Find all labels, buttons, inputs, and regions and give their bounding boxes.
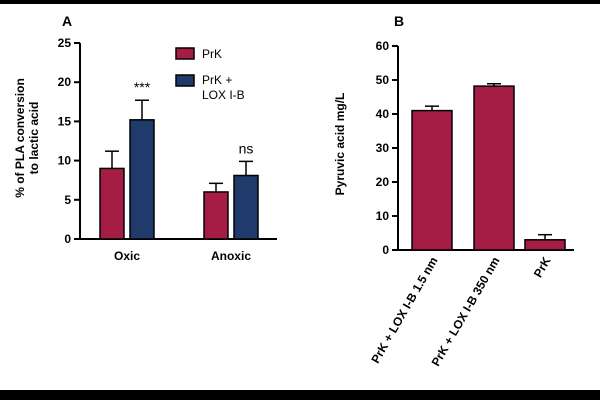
figure-canvas: A % of PLA conversion to lactic acid 0 5 1… — [0, 4, 600, 390]
panel-a-bar-prk-oxic — [99, 167, 125, 240]
panel-b-error-bar — [425, 105, 439, 111]
panel-a-error-bar — [239, 160, 253, 176]
panel-a-letter: A — [62, 13, 72, 29]
legend-swatch-prk — [175, 47, 195, 60]
panel-b-y-tick-label: 0 — [382, 243, 389, 257]
panel-b-bar-3 — [524, 239, 566, 251]
panel-b-y-axis-title: Pyruvic acid mg/L — [333, 93, 347, 196]
panel-a-bar-prk-anoxic — [203, 191, 229, 240]
panel-b-y-tick-label: 60 — [376, 39, 390, 53]
panel-a-error-bar — [209, 182, 223, 192]
panel-b-error-bar — [538, 233, 552, 240]
panel-b-category-label: PrK + LOX I-B 350 nm — [429, 255, 503, 369]
panel-a-bar-prk-lox-oxic — [129, 119, 155, 240]
panel-a-error-bar — [135, 99, 149, 120]
panel-a-bar-prk-lox-anoxic — [233, 174, 259, 240]
panel-a-y-tick-label: 20 — [58, 75, 72, 89]
panel-b-y-tick-label: 50 — [376, 73, 390, 87]
panel-b-bar-2 — [473, 85, 515, 251]
panel-a-category-label: Oxic — [114, 249, 140, 263]
panel-a-y-tick-label: 0 — [64, 232, 71, 246]
panel-a-y-tick-label: 10 — [58, 154, 72, 168]
panel-b-category-label: PrK + LOX I-B 1.5 nm — [368, 255, 440, 366]
panel-a-y-axis-title-line-1: % of PLA conversion — [13, 78, 27, 198]
panel-a-y-tick-label: 25 — [58, 36, 72, 50]
panel-a-significance-label: *** — [134, 79, 151, 95]
panel-b-letter: B — [394, 13, 404, 29]
panel-a-legend: PrK PrK + LOX I-B — [175, 47, 245, 102]
panel-a-category-label: Anoxic — [211, 249, 251, 263]
panel-a-y-axis-title-line-2: to lactic acid — [27, 102, 41, 175]
panel-a-y-tick-label: 5 — [64, 193, 71, 207]
panel-b-y-tick-label: 40 — [376, 107, 390, 121]
legend-label-prk: PrK — [202, 47, 222, 61]
panel-a-y-axis-title: % of PLA conversion to lactic acid — [13, 78, 41, 198]
panel-b-y-tick-label: 10 — [376, 209, 390, 223]
legend-swatch-prk-lox — [175, 74, 195, 87]
panel-a-plot: 0 5 10 15 20 25 *** Oxic ns Anoxic — [58, 36, 277, 263]
legend-label-prk-lox-line-1: PrK + — [202, 73, 232, 87]
panel-b-bar-1 — [411, 109, 453, 251]
panel-a-y-tick-label: 15 — [58, 114, 72, 128]
panel-b-y-tick-label: 30 — [376, 141, 390, 155]
panel-a-significance-label: ns — [239, 140, 254, 156]
legend-label-prk-lox-line-2: LOX I-B — [202, 88, 245, 102]
figure-svg: A % of PLA conversion to lactic acid 0 5 1… — [13, 13, 574, 369]
panel-b-category-label: PrK — [531, 254, 554, 280]
panel-b-error-bar — [487, 82, 501, 87]
panel-b-y-tick-label: 20 — [376, 175, 390, 189]
panel-a-error-bar — [105, 150, 119, 169]
